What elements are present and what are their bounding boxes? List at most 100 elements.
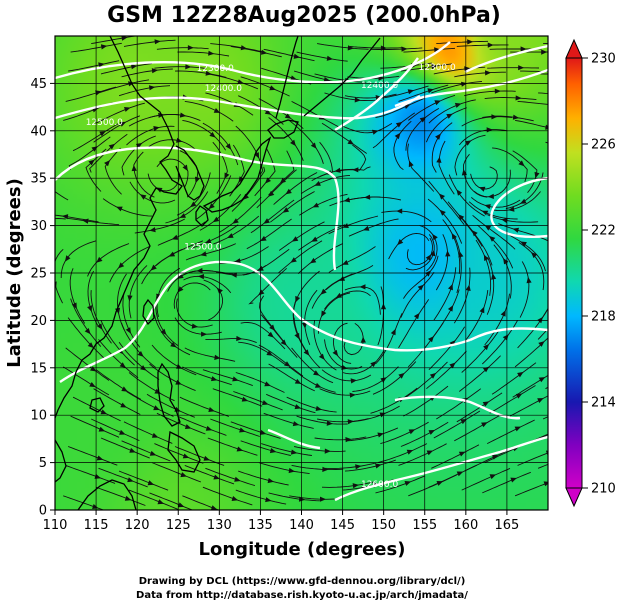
y-tick-label: 30 [30,219,47,234]
streamline [210,43,262,52]
stream-arrow [208,203,215,210]
stream-arrow [291,236,299,242]
stream-arrow [121,36,128,41]
streamline [517,452,548,466]
streamline [278,240,323,274]
stream-arrow [512,227,519,233]
stream-arrow [137,351,144,357]
stream-arrow [177,273,184,279]
stream-arrow [360,336,366,343]
coast-korea [175,145,205,201]
streamline [207,73,259,90]
streamline [149,492,194,510]
streamline [325,265,374,291]
streamline [512,374,548,398]
stream-arrow [236,335,243,342]
streamline [93,115,141,143]
stream-arrow [350,378,357,384]
streamline [349,196,401,201]
streamline [240,440,291,456]
contour-label: 12300.0 [418,63,455,73]
stream-arrow [362,225,370,231]
contour-south-fragment [394,395,521,420]
colorbar-gradient [565,57,583,489]
stream-arrow [438,193,445,200]
stream-arrow [332,349,339,357]
coast-luzon [157,362,181,427]
streamline [147,169,180,192]
streamline [109,246,150,283]
streamline [213,215,260,245]
stream-arrow [95,90,102,96]
stream-arrow [269,85,276,91]
streamline [65,464,116,484]
stream-arrow [230,272,237,278]
stream-arrow [359,284,366,290]
coast-japan-hokkaido [267,119,299,139]
stream-arrow [512,114,520,120]
stream-arrow [429,372,437,379]
y-tick-label: 25 [30,267,47,282]
stream-arrow [342,260,349,265]
stream-arrow [295,295,301,303]
streamline [261,443,312,456]
stream-arrow [489,474,497,480]
stream-arrow [364,194,371,200]
stream-arrow [200,251,207,257]
streamline [448,174,485,217]
streamline [176,172,211,216]
stream-arrow [534,171,540,179]
streamline [461,116,513,127]
coast-asia-mainland [55,36,183,419]
stream-arrow [100,44,108,50]
stream-arrow [349,392,356,398]
streamline [273,172,318,205]
stream-arrow [548,102,554,107]
streamline [134,218,186,234]
streamline [202,486,253,506]
stream-arrow [71,302,77,309]
streamline [118,85,171,97]
stream-arrow [205,238,212,244]
streamline [219,196,262,233]
streamline [381,210,432,223]
stream-arrow [458,214,465,221]
stream-arrow [104,160,110,167]
stream-arrow [149,450,157,456]
streamline [321,369,372,382]
x-axis-label: Longitude (degrees) [199,539,406,560]
streamline [233,391,283,411]
colorbar-min-triangle [565,487,583,508]
stream-arrow [520,198,527,204]
stream-arrow [119,429,126,435]
y-tick-label: 10 [30,409,47,424]
streamline [268,150,295,196]
stream-arrow [484,225,492,231]
streamline [155,240,204,266]
stream-arrow [320,288,327,295]
streamline [487,67,540,69]
streamline [153,314,191,356]
stream-arrow [96,455,104,461]
stream-arrow [538,377,546,383]
stream-arrow [458,451,466,457]
colorbar: 210 214 218 222 226 230 [565,38,616,508]
streamline [324,290,371,310]
streamline [519,261,530,318]
contour-label: 12500.0 [86,118,123,128]
stream-arrow [335,292,343,298]
stream-arrow [301,322,308,329]
streamline [230,45,282,58]
colorbar-max-triangle [565,38,583,59]
streamline [205,338,257,344]
colorbar-tick-label: 210 [591,482,616,497]
streamline [406,237,433,266]
stream-arrow [131,165,137,172]
streamline [212,141,228,194]
stream-arrow [211,376,218,382]
stream-arrow [456,189,463,196]
streamline [518,242,545,291]
stream-arrow [212,216,220,223]
stream-arrow [208,50,215,56]
stream-arrow [285,188,292,195]
